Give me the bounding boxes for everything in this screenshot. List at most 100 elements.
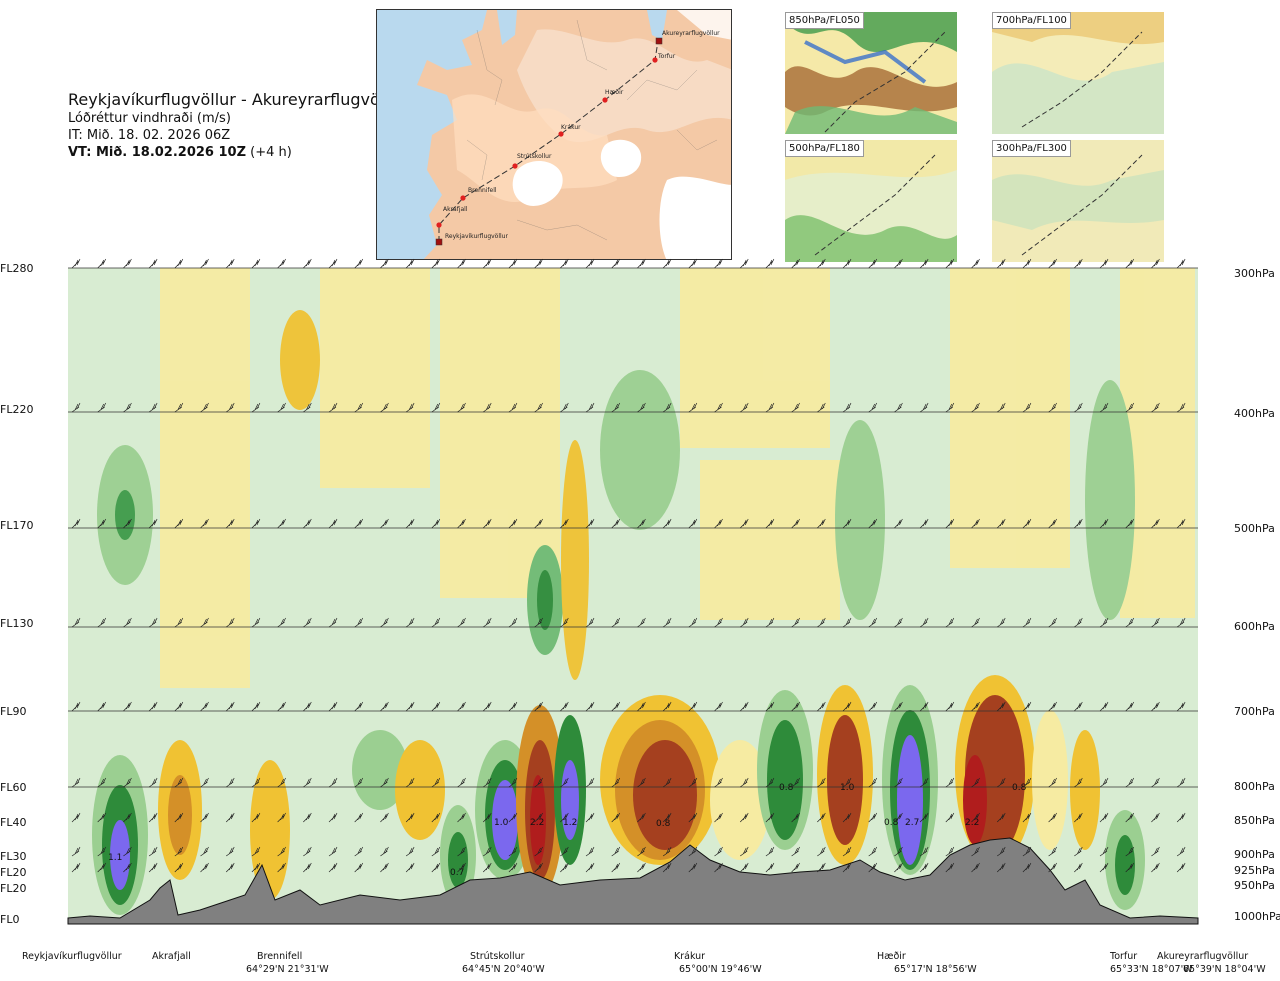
wind-barb	[560, 402, 569, 413]
wind-barb	[611, 777, 621, 788]
wind-barb	[1099, 862, 1109, 873]
wind-barb	[1125, 812, 1135, 823]
wind-barb	[868, 518, 878, 529]
hpa-label: 1000hPa	[1234, 910, 1280, 923]
route-title: Reykjavíkurflugvöllur - Akureyrarflugvöl…	[68, 90, 406, 109]
wind-barb	[560, 846, 569, 857]
wind-barb	[919, 402, 929, 413]
wind-barb	[123, 846, 132, 857]
wind-barb	[251, 518, 261, 529]
cross-section-chart: 1.1 0.7 1.0 2.2 1.2 0.8 0.8 1.0 0.8 2.7 …	[67, 258, 1199, 925]
wind-barb	[868, 812, 878, 823]
wind-barb	[585, 812, 595, 823]
wind-barb	[765, 518, 775, 529]
value-label: 1.0	[840, 783, 855, 793]
wind-barb	[1125, 862, 1135, 873]
wind-barb	[560, 258, 569, 269]
valid-time: VT: Mið. 18.02.2026 10Z (+4 h)	[68, 144, 405, 161]
wind-barb	[560, 701, 569, 712]
wind-barb	[148, 846, 158, 857]
mini-map-300: 300hPa/FL300	[992, 140, 1164, 262]
wind-barb	[508, 812, 518, 823]
wind-barb	[482, 812, 492, 823]
wind-barb	[200, 518, 209, 529]
hpa-label: 700hPa	[1234, 705, 1275, 718]
coord-label: 64°45'N 20°40'W	[462, 964, 545, 975]
wind-barb	[1048, 701, 1057, 712]
fl-label: FL280	[0, 262, 34, 275]
wind-barb	[662, 862, 672, 873]
wind-barb	[123, 402, 132, 413]
wind-barb	[277, 862, 286, 873]
wind-barb	[765, 258, 775, 269]
wind-barb	[842, 812, 852, 823]
wind-barb	[611, 862, 621, 873]
wind-barb	[1074, 701, 1083, 712]
map-label-torfur: Torfur	[657, 53, 676, 60]
wind-barb	[508, 617, 518, 628]
wind-barb	[791, 518, 800, 529]
fl-label: FL20	[0, 882, 27, 895]
wind-barb	[431, 402, 441, 413]
wind-barb	[560, 617, 569, 628]
wind-barb	[225, 812, 235, 823]
hpa-label: 400hPa	[1234, 407, 1275, 420]
wind-barb	[1151, 617, 1160, 628]
wind-barb	[919, 812, 929, 823]
wind-barb	[482, 701, 492, 712]
wind-barb	[791, 258, 800, 269]
wind-barb	[996, 812, 1006, 823]
wind-barb	[894, 812, 903, 823]
wind-barb	[637, 518, 646, 529]
place-label: Torfur	[1110, 951, 1138, 962]
wind-barb	[148, 258, 158, 269]
wind-barb	[251, 846, 261, 857]
wind-barb	[765, 701, 775, 712]
wind-barb	[508, 258, 518, 269]
wind-barb	[611, 846, 621, 857]
wind-barb	[894, 862, 903, 873]
wind-barb	[380, 846, 389, 857]
wind-barb	[1048, 518, 1057, 529]
wind-barb	[508, 701, 518, 712]
wind-barb	[482, 402, 492, 413]
wind-barb	[1022, 812, 1032, 823]
place-label: Brennifell	[257, 951, 303, 962]
wind-barb	[1099, 846, 1109, 857]
wind-barb	[123, 258, 132, 269]
wind-barb	[251, 617, 261, 628]
valid-time-lead: (+4 h)	[250, 145, 292, 160]
wind-barb	[1048, 846, 1057, 857]
wind-barb	[534, 402, 543, 413]
wind-barb	[328, 777, 338, 788]
wind-barb	[945, 258, 955, 269]
wind-barb	[380, 258, 389, 269]
wind-barb	[714, 862, 723, 873]
wind-barb	[97, 258, 107, 269]
wind-barb	[482, 862, 492, 873]
wind-barb	[971, 812, 980, 823]
wind-barb	[354, 846, 364, 857]
wind-barb	[1074, 862, 1083, 873]
wind-barb	[971, 617, 980, 628]
wind-barb	[1151, 402, 1160, 413]
wind-barb	[251, 402, 261, 413]
wind-barb	[380, 812, 389, 823]
wind-barb	[97, 862, 107, 873]
wind-barb	[739, 258, 749, 269]
fl-label: FL130	[0, 617, 34, 630]
terrain	[67, 837, 1199, 925]
wind-barb	[97, 518, 107, 529]
wind-barb	[328, 862, 338, 873]
wind-barb	[431, 258, 441, 269]
wind-barb	[1099, 777, 1109, 788]
wind-barb	[405, 258, 415, 269]
wind-barb	[842, 862, 852, 873]
wind-barb	[662, 518, 672, 529]
wind-barb	[303, 777, 312, 788]
wind-barb	[868, 617, 878, 628]
fl-label: FL170	[0, 519, 34, 532]
wind-barb	[71, 812, 81, 823]
low-level-cells	[92, 675, 1145, 915]
wind-barb	[1022, 862, 1032, 873]
